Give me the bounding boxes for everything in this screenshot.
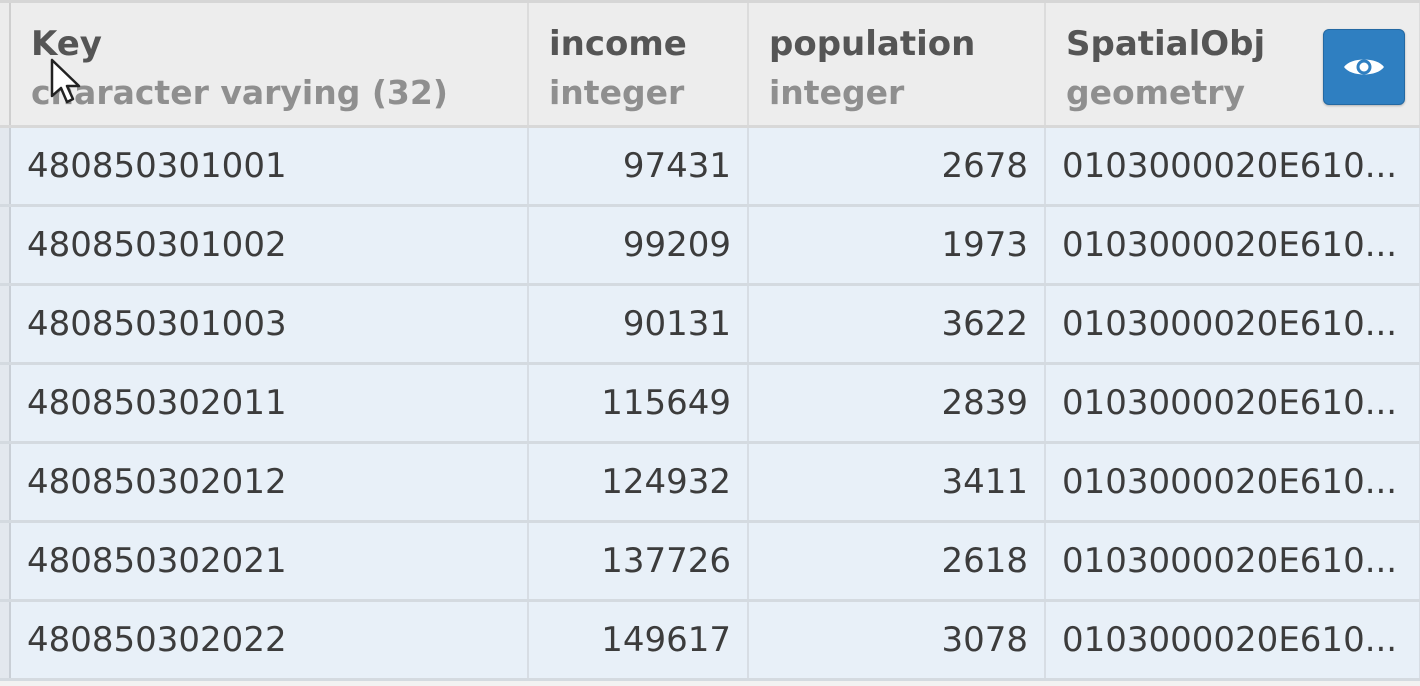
cell-key[interactable]: 480850301002 xyxy=(10,205,529,286)
cell-key[interactable]: 480850301003 xyxy=(10,284,529,365)
column-type: character varying (32) xyxy=(31,73,448,112)
cell-population[interactable]: 2839 xyxy=(748,363,1046,444)
cell-spatialobj[interactable]: 0103000020E610... xyxy=(1045,600,1420,681)
cell-spatialobj[interactable]: 0103000020E610... xyxy=(1045,205,1420,286)
column-name: Key xyxy=(31,24,102,64)
cell-spatialobj[interactable]: 0103000020E610... xyxy=(1045,284,1420,365)
cell-population[interactable]: 1973 xyxy=(748,205,1046,286)
column-header-population[interactable]: population integer xyxy=(748,0,1046,128)
cell-population[interactable]: 2678 xyxy=(748,126,1046,207)
cell-key[interactable]: 480850302022 xyxy=(10,600,529,681)
row-gutter[interactable] xyxy=(0,442,11,523)
view-geometry-button[interactable] xyxy=(1323,29,1405,105)
column-type: geometry xyxy=(1066,73,1246,112)
row-gutter[interactable] xyxy=(0,126,11,207)
cell-income[interactable]: 137726 xyxy=(528,521,749,602)
header-row: Key character varying (32) income intege… xyxy=(0,0,1420,128)
column-header-key[interactable]: Key character varying (32) xyxy=(10,0,529,128)
column-name: population xyxy=(769,24,976,64)
cell-income[interactable]: 149617 xyxy=(528,600,749,681)
table-row[interactable]: 480850301001 97431 2678 0103000020E610... xyxy=(0,126,1420,207)
table-row[interactable]: 480850302021 137726 2618 0103000020E610... xyxy=(0,521,1420,602)
column-type: integer xyxy=(549,73,685,112)
cell-key[interactable]: 480850302011 xyxy=(10,363,529,444)
column-type: integer xyxy=(769,73,905,112)
row-gutter[interactable] xyxy=(0,363,11,444)
cell-income[interactable]: 99209 xyxy=(528,205,749,286)
table-row[interactable]: 480850302022 149617 3078 0103000020E610... xyxy=(0,600,1420,681)
cell-key[interactable]: 480850302012 xyxy=(10,442,529,523)
cell-spatialobj[interactable]: 0103000020E610... xyxy=(1045,363,1420,444)
table-row[interactable]: 480850302012 124932 3411 0103000020E610... xyxy=(0,442,1420,523)
column-name: income xyxy=(549,24,687,64)
cell-key[interactable]: 480850302021 xyxy=(10,521,529,602)
cell-spatialobj[interactable]: 0103000020E610... xyxy=(1045,126,1420,207)
cell-key[interactable]: 480850301001 xyxy=(10,126,529,207)
cell-income[interactable]: 90131 xyxy=(528,284,749,365)
column-header-spatialobj[interactable]: SpatialObj geometry xyxy=(1045,0,1420,128)
row-gutter[interactable] xyxy=(0,521,11,602)
cell-spatialobj[interactable]: 0103000020E610... xyxy=(1045,521,1420,602)
table-row[interactable]: 480850301003 90131 3622 0103000020E610... xyxy=(0,284,1420,365)
row-gutter-header xyxy=(0,0,11,128)
cell-population[interactable]: 3411 xyxy=(748,442,1046,523)
cell-income[interactable]: 115649 xyxy=(528,363,749,444)
eye-icon xyxy=(1344,59,1384,75)
cell-income[interactable]: 124932 xyxy=(528,442,749,523)
cell-population[interactable]: 2618 xyxy=(748,521,1046,602)
cell-income[interactable]: 97431 xyxy=(528,126,749,207)
cell-population[interactable]: 3622 xyxy=(748,284,1046,365)
column-header-income[interactable]: income integer xyxy=(528,0,749,128)
cell-population[interactable]: 3078 xyxy=(748,600,1046,681)
row-gutter[interactable] xyxy=(0,284,11,365)
column-name: SpatialObj xyxy=(1066,24,1266,64)
cell-spatialobj[interactable]: 0103000020E610... xyxy=(1045,442,1420,523)
row-gutter[interactable] xyxy=(0,205,11,286)
table-row[interactable]: 480850301002 99209 1973 0103000020E610... xyxy=(0,205,1420,286)
table-row[interactable]: 480850302011 115649 2839 0103000020E610... xyxy=(0,363,1420,444)
row-gutter[interactable] xyxy=(0,600,11,681)
